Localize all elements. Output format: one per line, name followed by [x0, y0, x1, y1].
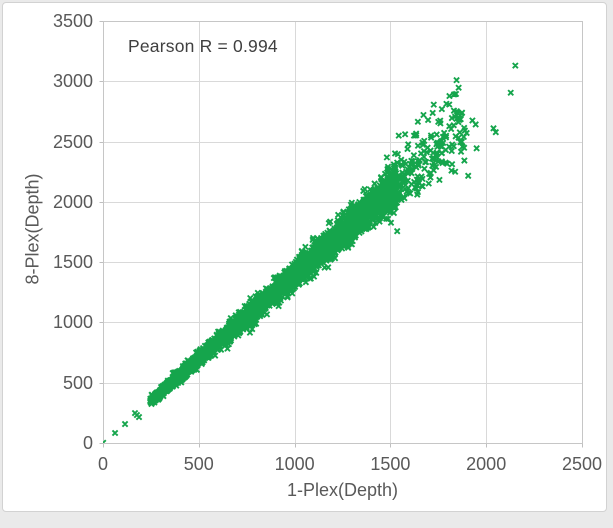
y-tick-label: 0 [82, 433, 93, 453]
y-tick-label: 2500 [52, 131, 93, 152]
chart-frame: Pearson R = 0.994 0 500 1000 1500 2000 2500 0… [2, 2, 607, 512]
y-tick-label: 2000 [52, 191, 93, 212]
pearson-annotation: Pearson R = 0.994 [128, 36, 278, 56]
y-axis-title-text: 8-Plex(Depth) [22, 173, 43, 285]
x-tick-label: 1500 [370, 454, 411, 474]
x-tick-label: 500 [183, 454, 214, 474]
x-tick-label: 2000 [466, 454, 507, 474]
y-tick-label: 3500 [52, 11, 93, 31]
x-tick-label: 2500 [561, 454, 603, 474]
y-tick-label: 500 [62, 372, 93, 393]
x-tick-label: 0 [97, 454, 109, 474]
y-tick-label: 1000 [52, 312, 93, 333]
x-tick-label: 1000 [274, 454, 315, 474]
y-tick-label: 1500 [52, 252, 93, 273]
y-tick-label: 3000 [52, 71, 93, 92]
scatter-points [103, 21, 582, 443]
x-axis-title: 1-Plex(Depth) [286, 480, 399, 500]
